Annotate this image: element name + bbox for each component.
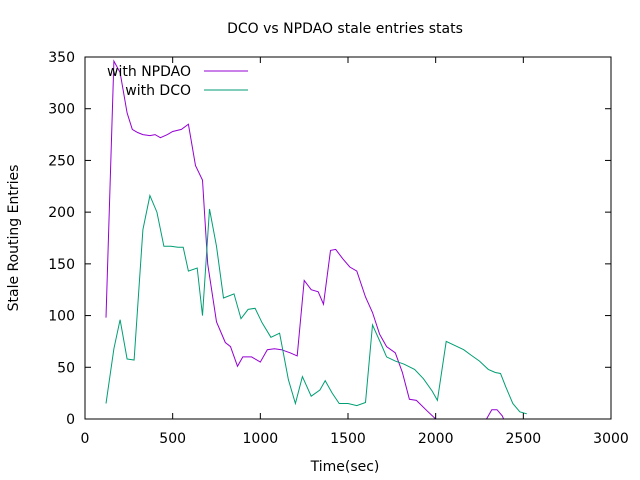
x-tick-label: 0: [81, 431, 90, 447]
series-line-npdao: [105, 59, 505, 419]
x-tick-label: 1000: [243, 431, 279, 447]
y-tick-label: 50: [57, 360, 75, 376]
x-tick-label: 3000: [593, 431, 629, 447]
y-tick-label: 300: [48, 102, 75, 118]
y-tick-label: 250: [48, 153, 75, 169]
y-tick-label: 0: [66, 412, 75, 428]
series-line-dco: [105, 193, 527, 415]
x-tick-label: 500: [159, 431, 186, 447]
x-tick-label: 2000: [418, 431, 454, 447]
y-tick-label: 100: [48, 309, 75, 325]
chart-title: DCO vs NPDAO stale entries stats: [227, 21, 463, 37]
legend: with NPDAO with DCO: [107, 64, 248, 99]
plot-area: [105, 59, 527, 419]
y-tick-label: 350: [48, 50, 75, 66]
x-axis-label: Time(sec): [310, 459, 380, 475]
plot-frame: [84, 56, 612, 420]
y-axis-label: Stale Routing Entries: [6, 165, 22, 312]
x-tick-label: 1500: [330, 431, 366, 447]
y-tick-label: 150: [48, 257, 75, 273]
legend-label: with DCO: [125, 83, 191, 99]
y-tick-label: 200: [48, 205, 75, 221]
legend-label: with NPDAO: [107, 64, 191, 80]
series-lines: [105, 59, 527, 419]
x-tick-label: 2500: [506, 431, 542, 447]
